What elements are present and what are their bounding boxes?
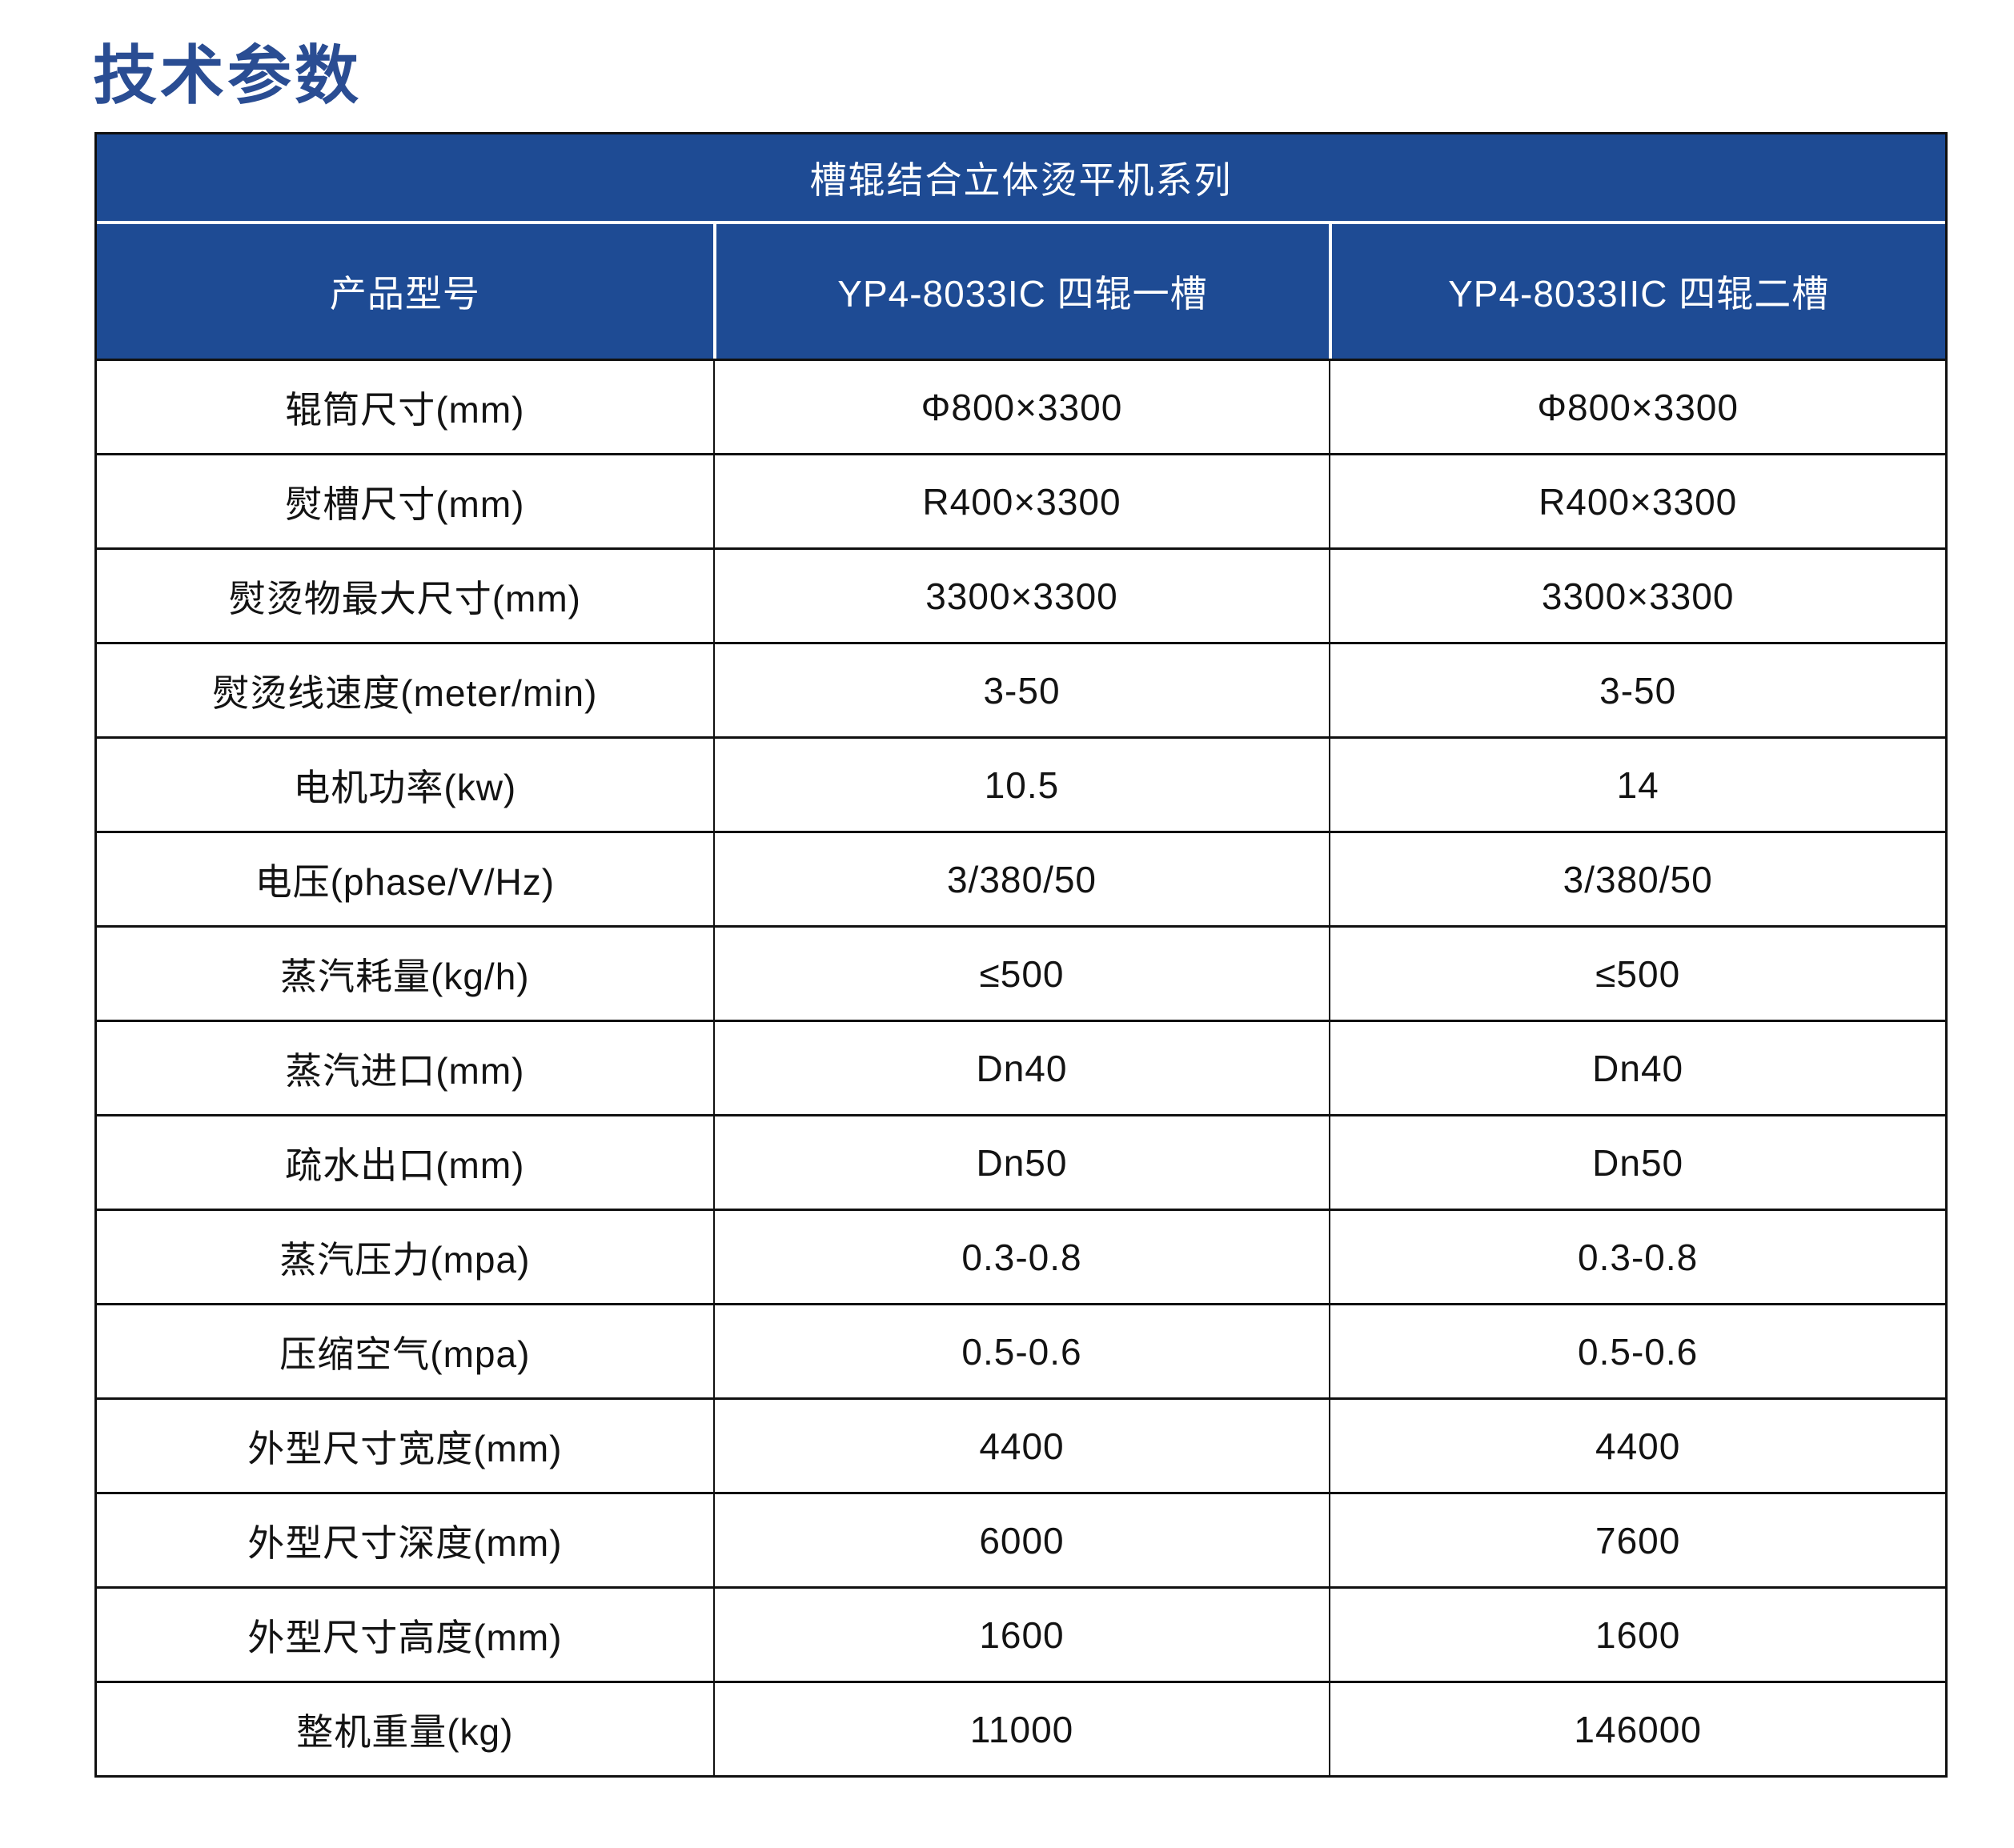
spec-value-model2: R400×3300: [1329, 455, 1945, 547]
spec-value-model2: 3300×3300: [1329, 550, 1945, 642]
spec-value-model1: Dn40: [712, 1022, 1330, 1114]
spec-value-model2: 146000: [1329, 1683, 1945, 1775]
spec-value-model1: 3-50: [712, 644, 1330, 736]
table-row: 电机功率(kw) 10.5 14: [97, 736, 1945, 831]
table-row: 熨烫线速度(meter/min) 3-50 3-50: [97, 642, 1945, 736]
spec-value-model2: ≤500: [1329, 928, 1945, 1020]
column-header-label: 产品型号: [329, 273, 480, 315]
spec-label: 整机重量(kg): [296, 1710, 514, 1753]
table-row: 蒸汽压力(mpa) 0.3-0.8 0.3-0.8: [97, 1209, 1945, 1303]
spec-value-model1: 4400: [712, 1400, 1330, 1492]
spec-value-model1: ≤500: [712, 928, 1330, 1020]
spec-value-model1: 3/380/50: [712, 833, 1330, 925]
table-row: 压缩空气(mpa) 0.5-0.6 0.5-0.6: [97, 1303, 1945, 1397]
spec-label: 外型尺寸高度(mm): [247, 1616, 563, 1658]
spec-label: 蒸汽耗量(kg/h): [280, 955, 530, 997]
spec-label: 熨烫物最大尺寸(mm): [228, 577, 581, 619]
spec-label: 外型尺寸宽度(mm): [247, 1427, 563, 1469]
table-row: 辊筒尺寸(mm) Φ800×3300 Φ800×3300: [97, 359, 1945, 453]
spec-value-model2: Dn40: [1329, 1022, 1945, 1114]
spec-value-model1: 0.3-0.8: [712, 1211, 1330, 1303]
spec-label: 熨槽尺寸(mm): [285, 483, 525, 525]
series-title: 槽辊结合立体烫平机系列: [809, 159, 1233, 201]
table-row: 外型尺寸高度(mm) 1600 1600: [97, 1586, 1945, 1681]
spec-label: 辊筒尺寸(mm): [285, 388, 525, 431]
spec-label: 电机功率(kw): [293, 766, 517, 808]
spec-value-model2: 1600: [1329, 1589, 1945, 1681]
column-header-model2: YP4-8033IIC 四辊二槽: [1329, 224, 1945, 359]
spec-value-model1: 1600: [712, 1589, 1330, 1681]
table-row: 外型尺寸深度(mm) 6000 7600: [97, 1492, 1945, 1586]
spec-label: 熨烫线速度(meter/min): [212, 671, 598, 714]
spec-value-model1: 10.5: [712, 739, 1330, 831]
spec-label: 外型尺寸深度(mm): [247, 1521, 563, 1564]
spec-value-model2: 4400: [1329, 1400, 1945, 1492]
spec-label: 电压(phase/V/Hz): [255, 860, 556, 903]
table-row: 熨槽尺寸(mm) R400×3300 R400×3300: [97, 453, 1945, 547]
table-header: 槽辊结合立体烫平机系列 产品型号 YP4-8033IC 四辊一槽 YP4-803…: [97, 134, 1945, 359]
spec-value-model1: Dn50: [712, 1116, 1330, 1209]
spec-value-model2: 3/380/50: [1329, 833, 1945, 925]
model-header-row: 产品型号 YP4-8033IC 四辊一槽 YP4-8033IIC 四辊二槽: [97, 221, 1945, 359]
spec-label: 压缩空气(mpa): [279, 1333, 531, 1375]
spec-value-model1: 0.5-0.6: [712, 1305, 1330, 1397]
spec-table: 槽辊结合立体烫平机系列 产品型号 YP4-8033IC 四辊一槽 YP4-803…: [94, 132, 1948, 1778]
spec-label: 蒸汽进口(mm): [285, 1049, 525, 1092]
spec-value-model2: 3-50: [1329, 644, 1945, 736]
table-row: 疏水出口(mm) Dn50 Dn50: [97, 1114, 1945, 1209]
spec-value-model1: 3300×3300: [712, 550, 1330, 642]
spec-value-model1: 11000: [712, 1683, 1330, 1775]
spec-value-model1: Φ800×3300: [712, 361, 1330, 453]
spec-value-model2: Dn50: [1329, 1116, 1945, 1209]
page-title: 技术参数: [93, 40, 362, 111]
table-row: 外型尺寸宽度(mm) 4400 4400: [97, 1397, 1945, 1492]
spec-label: 蒸汽压力(mpa): [279, 1238, 531, 1281]
table-row: 电压(phase/V/Hz) 3/380/50 3/380/50: [97, 831, 1945, 925]
spec-value-model1: R400×3300: [712, 455, 1330, 547]
table-row: 整机重量(kg) 11000 146000: [97, 1681, 1945, 1775]
table-row: 蒸汽进口(mm) Dn40 Dn40: [97, 1020, 1945, 1114]
spec-value-model2: Φ800×3300: [1329, 361, 1945, 453]
spec-value-model2: 14: [1329, 739, 1945, 831]
table-row: 蒸汽耗量(kg/h) ≤500 ≤500: [97, 925, 1945, 1020]
series-title-row: 槽辊结合立体烫平机系列: [97, 134, 1945, 221]
column-header-model1: YP4-8033IC 四辊一槽: [712, 224, 1330, 359]
table-row: 熨烫物最大尺寸(mm) 3300×3300 3300×3300: [97, 547, 1945, 642]
spec-value-model2: 0.3-0.8: [1329, 1211, 1945, 1303]
spec-value-model2: 0.5-0.6: [1329, 1305, 1945, 1397]
spec-label: 疏水出口(mm): [285, 1144, 525, 1186]
spec-value-model1: 6000: [712, 1494, 1330, 1586]
spec-value-model2: 7600: [1329, 1494, 1945, 1586]
